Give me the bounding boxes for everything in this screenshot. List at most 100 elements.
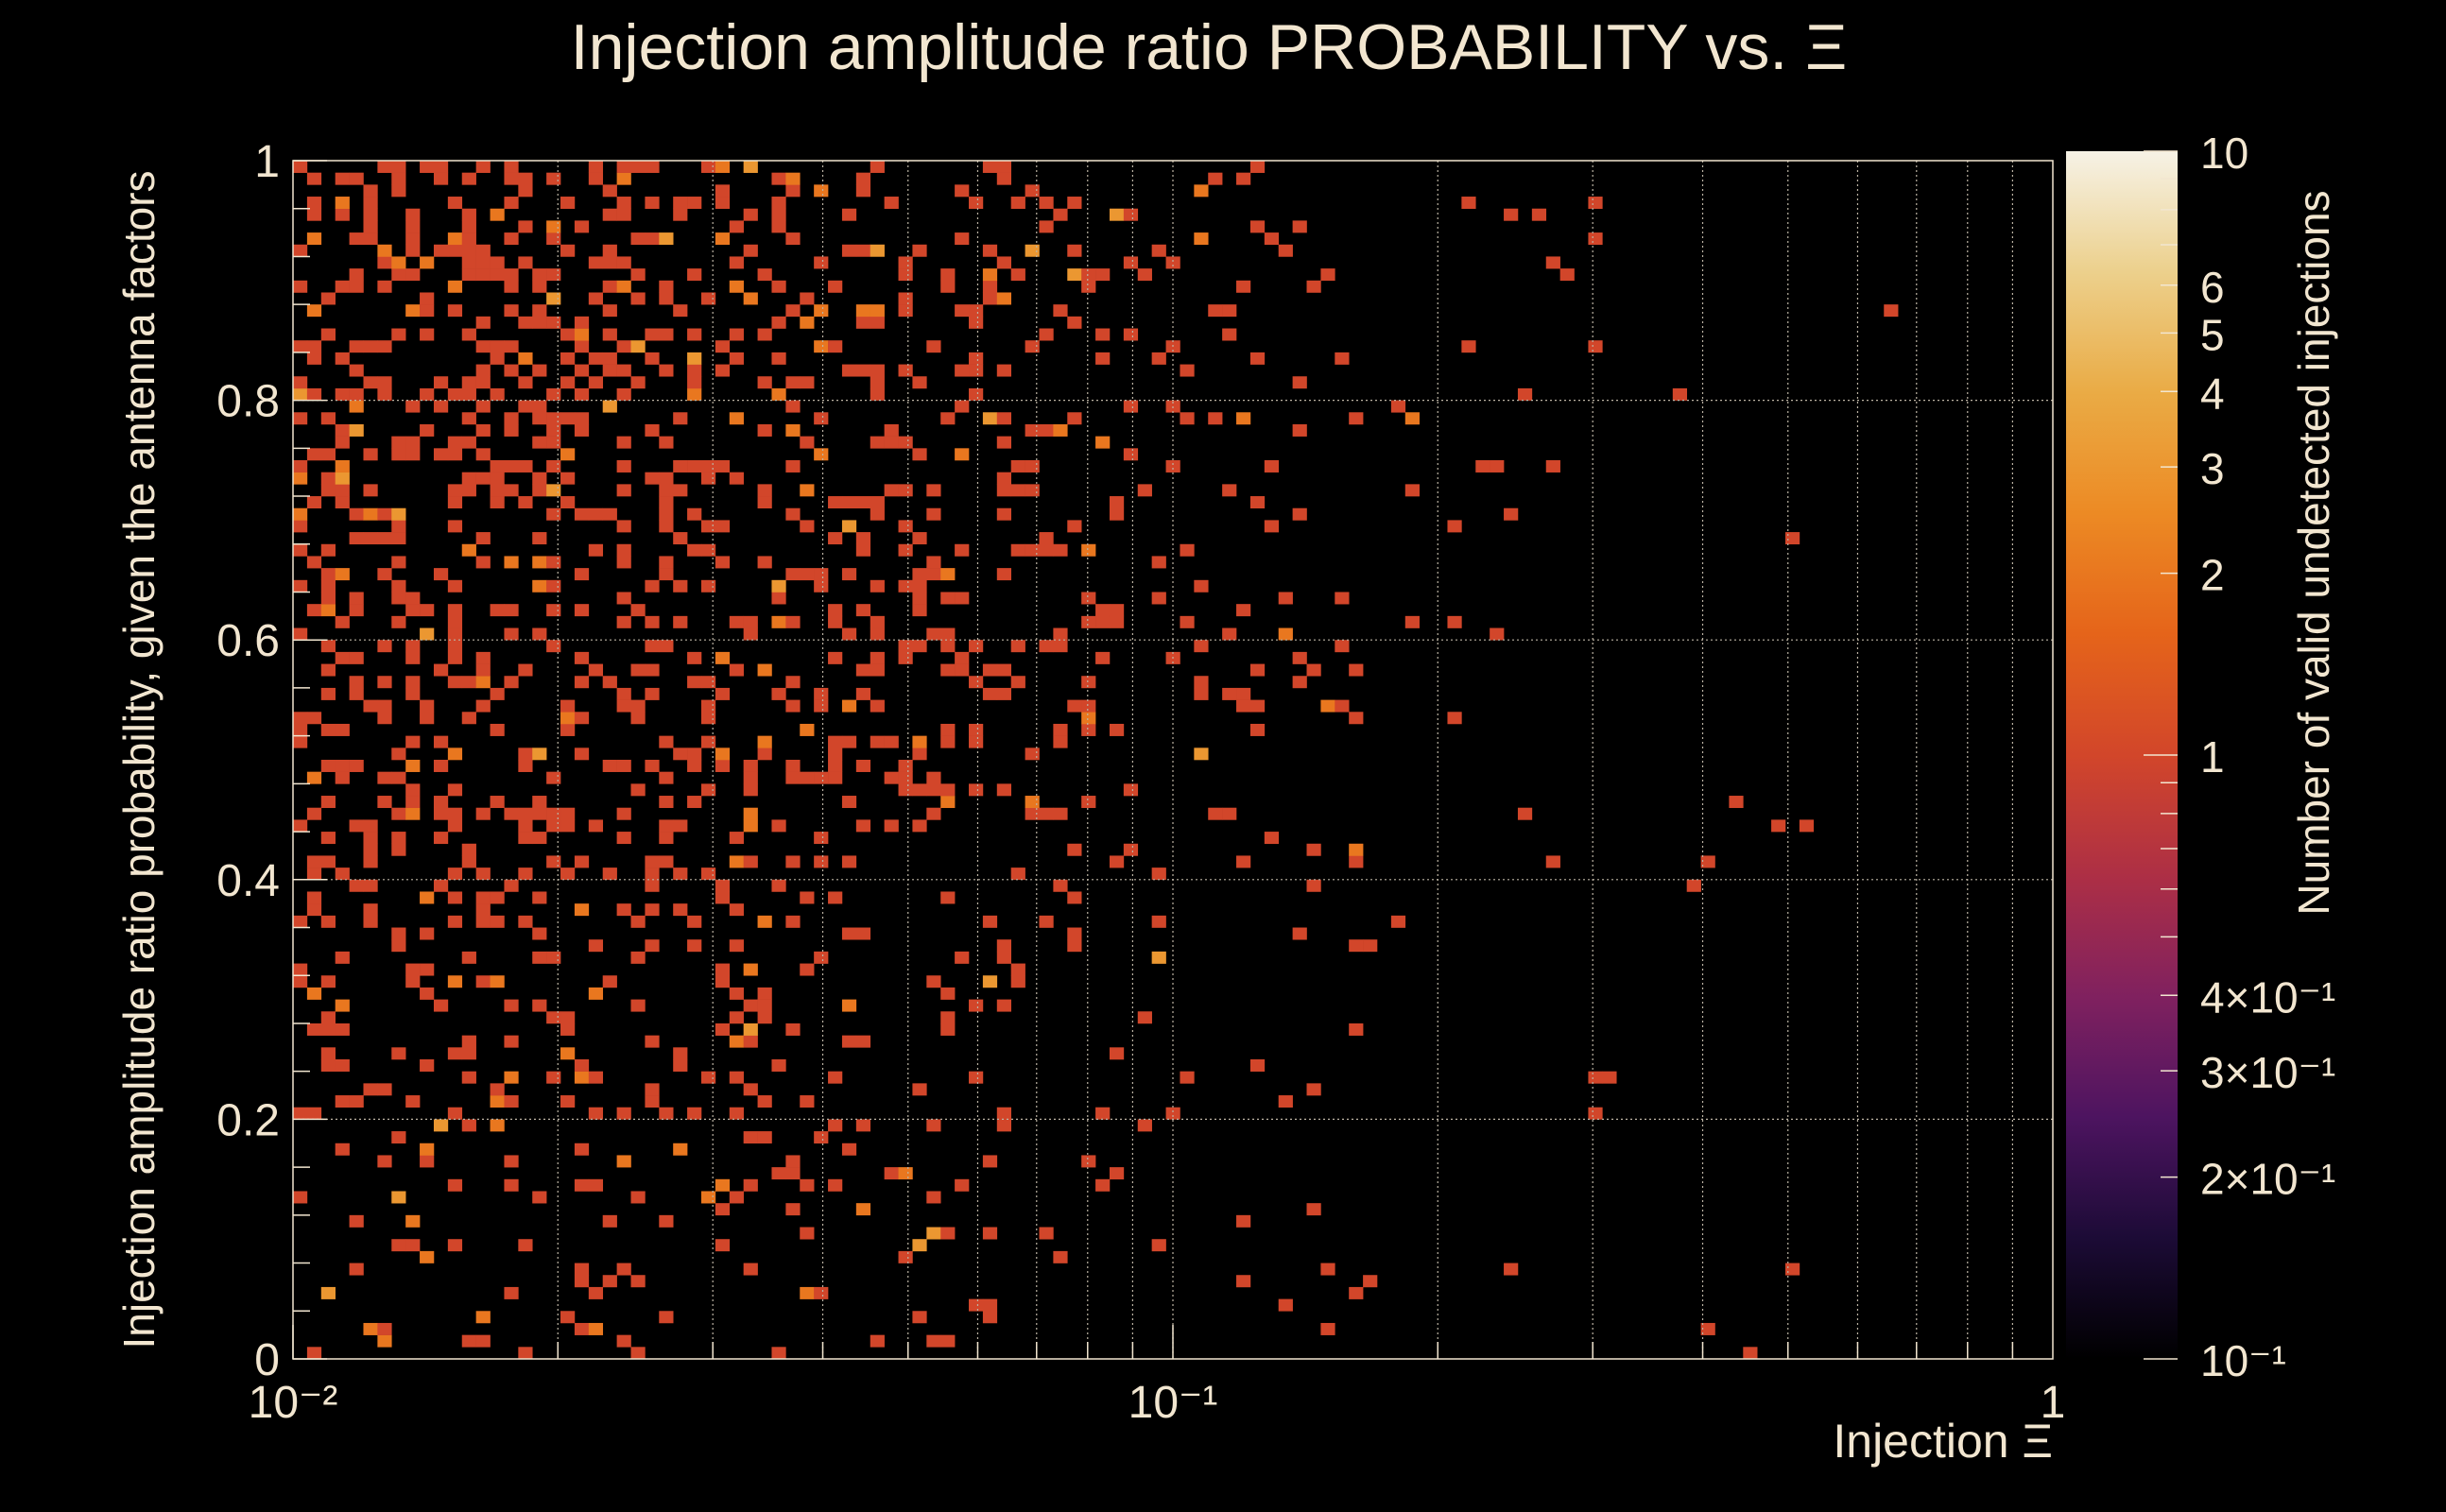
heatmap-bin [673,208,688,221]
heatmap-bin [700,783,716,797]
heatmap-bin [687,747,702,761]
heatmap-bin [969,364,984,377]
x-tick-label: 1 [2041,1378,2066,1428]
heatmap-bin [532,891,547,904]
colorbar-label: Number of valid undetected injections [2289,190,2338,915]
heatmap-bin [574,676,590,689]
heatmap-bin [1123,328,1139,341]
heatmap-bin [969,1298,984,1312]
heatmap-bin [1095,328,1111,341]
heatmap-bin [588,376,604,389]
heatmap-bin [349,423,364,437]
heatmap-bin [433,172,449,185]
heatmap-bin [955,592,970,605]
heatmap-bin [560,819,576,833]
heatmap-bin [659,328,674,341]
heatmap-bin [1306,879,1321,892]
heatmap-bin [490,915,505,928]
heatmap-bin [912,244,927,257]
heatmap-bin [1025,747,1040,761]
heatmap-bin [293,975,308,988]
heatmap-bin [645,161,660,173]
heatmap-bin [377,771,392,784]
heatmap-bin [602,256,617,269]
heatmap-bin [1180,1071,1195,1084]
heatmap-bin [912,783,927,797]
heatmap-bin [785,915,801,928]
heatmap-bin [855,604,871,617]
heatmap-bin [841,735,857,748]
heatmap-bin [955,232,970,246]
heatmap-bin [616,520,631,533]
heatmap-bin [855,760,871,772]
heatmap-bin [855,496,871,509]
heatmap-bin [814,699,829,713]
heatmap-bin [785,1022,801,1036]
heatmap-bin [447,604,463,617]
heatmap-bin [1109,496,1125,509]
heatmap-bin [504,172,519,185]
heatmap-bin [940,987,956,1000]
heatmap-bin [743,1035,758,1048]
heatmap-bin [293,376,308,389]
heatmap-bin [391,807,406,820]
heatmap-bin [504,364,519,377]
heatmap-bin [870,436,885,449]
heatmap-bin [405,975,421,988]
heatmap-bin [363,184,378,198]
heatmap-bin [377,1155,392,1168]
heatmap-bin [349,760,364,772]
heatmap-bin [996,1107,1011,1120]
heatmap-bin [546,951,561,964]
heatmap-bin [475,1311,491,1324]
heatmap-bin [926,1191,941,1204]
heatmap-bin [687,651,702,664]
heatmap-bin [715,1178,731,1192]
heatmap-bin [785,1203,801,1216]
y-tick-label: 0.6 [216,616,280,666]
heatmap-bin [1306,280,1321,293]
heatmap-bin [729,1107,744,1120]
heatmap-bin [659,855,674,868]
heatmap-bin [461,855,476,868]
heatmap-bin [1700,1322,1715,1335]
colorbar-tick-label: 4×10⁻¹ [2200,972,2335,1022]
heatmap-bin [1194,579,1209,593]
heatmap-bin [996,172,1011,185]
heatmap-bin [391,843,406,856]
heatmap-bin [405,651,421,664]
heatmap-bin [588,987,604,1000]
heatmap-bin [490,796,505,809]
heatmap-bin [757,747,772,761]
heatmap-bin [1292,423,1307,437]
heatmap-bin [335,999,350,1012]
heatmap-bin [588,1107,604,1120]
heatmap-bin [785,699,801,713]
heatmap-bin [771,220,786,233]
heatmap-bin [363,699,378,713]
heatmap-bin [420,387,435,401]
heatmap-bin [518,184,533,198]
heatmap-bin [461,208,476,221]
heatmap-bin [800,891,815,904]
heatmap-bin [349,280,364,293]
heatmap-bin [518,256,533,269]
heatmap-bin [377,699,392,713]
heatmap-bin [645,1035,660,1048]
heatmap-bin [475,472,491,485]
heatmap-bin [898,520,913,533]
color-bar: 10 65 4 3 2 1 4×10⁻¹ 3×10⁻¹ 2×10⁻¹ 10⁻¹ [2066,129,2335,1385]
heatmap-bin [757,496,772,509]
heatmap-bin [363,197,378,210]
heatmap-bin [996,292,1011,305]
heatmap-bin [1025,484,1040,497]
heatmap-bin [996,161,1011,173]
heatmap-bin [616,699,631,713]
heatmap-bin [1517,807,1533,820]
heatmap-bin [800,1227,815,1240]
heatmap-bin [771,592,786,605]
heatmap-bin [391,771,406,784]
heatmap-bin [814,579,829,593]
heatmap-bin [363,376,378,389]
heatmap-bin [870,663,885,677]
